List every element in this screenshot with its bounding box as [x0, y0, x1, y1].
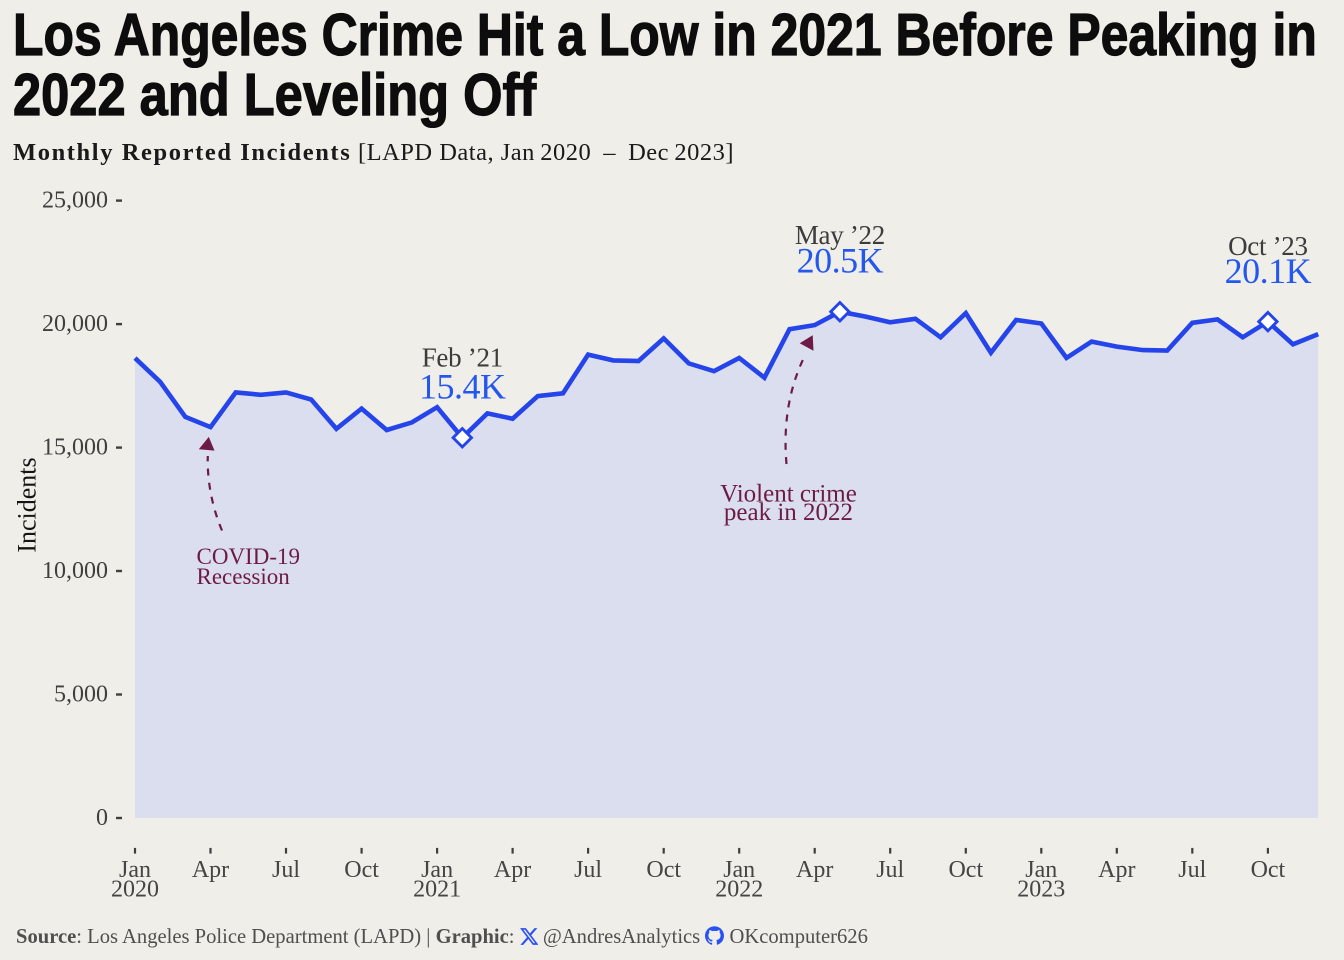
svg-text:2020: 2020: [111, 877, 159, 903]
svg-text:Oct: Oct: [344, 857, 379, 883]
svg-text:Violent crime: Violent crime: [720, 481, 857, 508]
svg-text:Oct: Oct: [948, 857, 983, 883]
svg-text:2022: 2022: [715, 877, 763, 903]
svg-text:20,000: 20,000: [42, 311, 108, 337]
svg-text:15,000: 15,000: [42, 435, 108, 461]
svg-text:20.1K: 20.1K: [1225, 251, 1312, 291]
svg-text:Apr: Apr: [1098, 857, 1135, 883]
svg-text:10,000: 10,000: [42, 558, 108, 584]
svg-text:Feb ’21: Feb ’21: [422, 343, 503, 373]
svg-text:Apr: Apr: [494, 857, 531, 883]
svg-text:5,000: 5,000: [54, 682, 108, 708]
svg-text:peak in 2022: peak in 2022: [724, 499, 853, 526]
svg-text:Apr: Apr: [796, 857, 833, 883]
svg-text:Jul: Jul: [876, 857, 904, 883]
svg-text:Incidents: Incidents: [13, 457, 42, 552]
svg-text:Oct: Oct: [646, 857, 681, 883]
svg-text:Recession: Recession: [197, 564, 291, 589]
svg-text:Oct ’23: Oct ’23: [1228, 231, 1308, 261]
svg-text:Apr: Apr: [192, 857, 229, 883]
svg-text:COVID-19: COVID-19: [197, 544, 301, 569]
svg-text:Jan: Jan: [119, 857, 151, 883]
svg-text:Jan: Jan: [421, 857, 453, 883]
svg-text:25,000: 25,000: [42, 188, 108, 214]
svg-text:Jan: Jan: [723, 857, 755, 883]
svg-text:Jan: Jan: [1025, 857, 1057, 883]
svg-text:Jul: Jul: [272, 857, 300, 883]
svg-text:20.5K: 20.5K: [797, 241, 884, 281]
svg-text:May ’22: May ’22: [795, 220, 885, 250]
svg-text:Jul: Jul: [574, 857, 602, 883]
svg-text:Jul: Jul: [1178, 857, 1206, 883]
svg-text:2023: 2023: [1017, 877, 1065, 903]
svg-text:0: 0: [96, 805, 108, 831]
svg-text:Oct: Oct: [1251, 857, 1286, 883]
svg-text:15.4K: 15.4K: [419, 367, 506, 407]
svg-text:2021: 2021: [413, 877, 461, 903]
